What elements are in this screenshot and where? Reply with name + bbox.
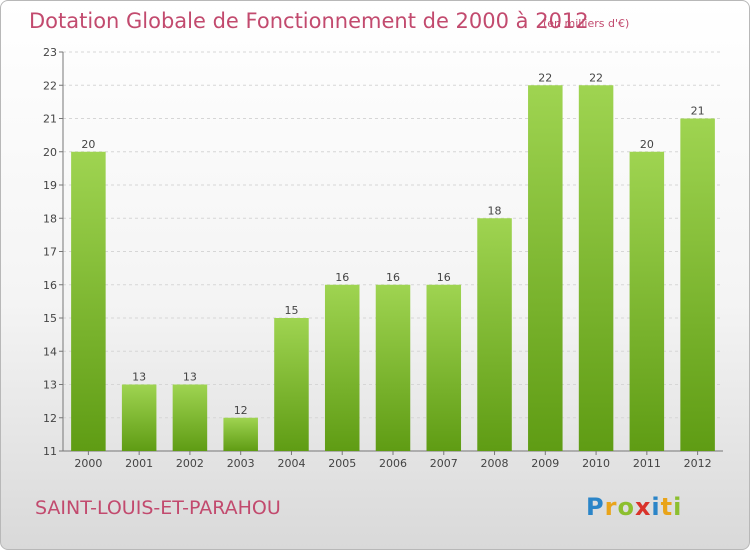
data-label: 13: [183, 371, 197, 384]
y-tick-label: 15: [43, 312, 57, 325]
data-label: 20: [81, 138, 95, 151]
data-label: 16: [386, 271, 400, 284]
y-tick-label: 22: [43, 79, 57, 92]
x-tick-label: 2009: [531, 457, 559, 470]
data-label: 18: [488, 204, 502, 217]
bar: [629, 151, 665, 451]
y-tick-label: 23: [43, 46, 57, 59]
bar: [426, 284, 462, 451]
proxiti-logo: Proxiti: [586, 493, 682, 521]
bar: [71, 151, 106, 451]
y-tick-label: 21: [43, 113, 57, 126]
y-tick-label: 18: [43, 212, 57, 225]
x-tick-label: 2006: [379, 457, 407, 470]
chart-unit: (en milliers d'€): [543, 17, 630, 30]
commune-name: SAINT-LOUIS-ET-PARAHOU: [35, 497, 281, 519]
data-label: 13: [132, 371, 146, 384]
y-tick-label: 17: [43, 246, 57, 259]
bar: [528, 85, 563, 451]
x-tick-label: 2005: [328, 457, 356, 470]
logo-letter: r: [604, 493, 618, 521]
y-tick-label: 13: [43, 379, 57, 392]
chart-title: Dotation Globale de Fonctionnement de 20…: [29, 9, 589, 33]
y-tick-label: 11: [43, 445, 57, 458]
bar: [477, 218, 512, 451]
bar: [578, 85, 614, 451]
bar: [223, 417, 258, 451]
logo-letter: o: [617, 493, 635, 521]
data-label: 12: [234, 404, 248, 417]
x-tick-label: 2010: [582, 457, 610, 470]
x-tick-label: 2011: [633, 457, 661, 470]
bar: [274, 318, 309, 451]
bar: [680, 118, 715, 451]
logo-letter: i: [673, 493, 683, 521]
bars: [71, 85, 715, 451]
data-label: 16: [437, 271, 451, 284]
x-tick-label: 2007: [430, 457, 458, 470]
bar: [324, 284, 360, 451]
x-tick-label: 2008: [481, 457, 509, 470]
y-tick-label: 14: [43, 345, 57, 358]
data-label: 16: [335, 271, 349, 284]
y-tick-label: 19: [43, 179, 57, 192]
bar: [121, 384, 157, 451]
x-tick-label: 2012: [684, 457, 712, 470]
logo-letter: x: [634, 493, 652, 521]
labels: 20 2000 13 2001 13 2002 12 2003 15 2004 16 2005 16 20…: [74, 71, 711, 470]
data-label: 22: [538, 71, 552, 84]
data-label: 21: [691, 105, 705, 118]
y-tick-label: 16: [43, 279, 57, 292]
logo-letter: t: [660, 493, 674, 521]
y-tick-label: 12: [43, 412, 57, 425]
data-label: 22: [589, 71, 603, 84]
bar: [172, 384, 208, 451]
x-tick-label: 2001: [125, 457, 153, 470]
logo-letter: P: [586, 493, 605, 521]
y-tick-label: 20: [43, 146, 57, 159]
logo-letter: i: [651, 493, 661, 521]
data-label: 15: [284, 304, 298, 317]
x-tick-label: 2004: [277, 457, 305, 470]
x-tick-label: 2002: [176, 457, 204, 470]
x-tick-label: 2000: [74, 457, 102, 470]
x-tick-label: 2003: [227, 457, 255, 470]
bar: [375, 284, 411, 451]
data-label: 20: [640, 138, 654, 151]
